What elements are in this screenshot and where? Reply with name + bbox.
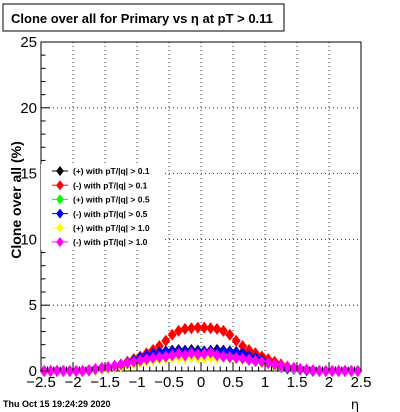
data-point <box>218 324 228 337</box>
data-point <box>193 321 203 334</box>
x-tick-label: −2 <box>64 374 81 391</box>
y-tick-label: 5 <box>29 297 37 314</box>
legend-label: (-) with pT/|q| > 1.0 <box>73 237 148 247</box>
data-point <box>167 328 177 341</box>
legend-label: (+) with pT/|q| > 0.1 <box>73 166 150 176</box>
legend-label: (+) with pT/|q| > 0.5 <box>73 195 150 205</box>
data-point <box>238 352 248 365</box>
title-box <box>2 3 285 32</box>
legend-marker <box>56 208 64 219</box>
data-point <box>148 351 158 364</box>
x-tick-label: 2 <box>325 374 333 391</box>
data-point <box>199 321 209 334</box>
y-tick-label: 20 <box>20 100 37 117</box>
data-point <box>212 322 222 335</box>
y-tick-label: 10 <box>20 231 37 248</box>
y-axis-title: Clone over all (%) <box>8 141 24 258</box>
data-point <box>263 357 273 370</box>
x-tick-label: −0.5 <box>154 374 184 391</box>
data-point <box>174 347 184 360</box>
data-point <box>180 322 190 335</box>
x-tick-label: 0 <box>197 374 205 391</box>
legend-label: (+) with pT/|q| > 1.0 <box>73 223 150 233</box>
legend-label: (-) with pT/|q| > 0.5 <box>73 209 148 219</box>
data-point <box>276 359 286 372</box>
chart-title: Clone over all for Primary vs η at pT > … <box>11 11 273 26</box>
timestamp: Thu Oct 15 19:24:29 2020 <box>3 399 111 409</box>
y-tick-label: 0 <box>29 363 37 380</box>
data-point <box>193 348 203 361</box>
y-tick-label: 15 <box>20 166 37 183</box>
x-tick-label: 1.5 <box>287 374 308 391</box>
x-tick-label: −1 <box>128 374 145 391</box>
x-tick-label: 0.5 <box>223 374 244 391</box>
data-point <box>231 351 241 364</box>
legend-marker <box>56 180 64 191</box>
data-point <box>186 347 196 360</box>
legend: (+) with pT/|q| > 0.1 (-) with pT/|q| > 0… <box>52 166 150 247</box>
y-tick-label: 25 <box>20 34 37 51</box>
data-point <box>218 350 228 363</box>
legend-marker <box>56 222 64 233</box>
data-point <box>244 353 254 366</box>
data-point <box>231 334 241 347</box>
legend-box <box>41 164 165 250</box>
legend-marker <box>56 237 64 247</box>
data-point <box>270 358 280 371</box>
x-tick-label: 1 <box>261 374 269 391</box>
data-point <box>212 349 222 362</box>
data-point <box>225 328 235 341</box>
x-axis-title: η <box>351 398 359 412</box>
data-point <box>257 355 267 368</box>
legend-marker <box>56 194 64 205</box>
x-tick-label: 2.5 <box>351 374 372 391</box>
x-tick-label: −1.5 <box>90 374 120 391</box>
data-point <box>154 351 164 364</box>
tick-labels: −2.5 −2 −1.5 −1 −0.5 0 0.5 1 1.5 2 2.5 0 5 10 15 20 25 <box>20 34 371 391</box>
data-point <box>282 361 292 374</box>
data-point <box>206 322 216 335</box>
legend-marker <box>56 166 64 176</box>
data-point <box>225 351 235 364</box>
x-tick-label: −2.5 <box>26 374 56 391</box>
data-point <box>250 355 260 368</box>
legend-label: (-) with pT/|q| > 0.1 <box>73 180 148 190</box>
data-point <box>186 322 196 335</box>
